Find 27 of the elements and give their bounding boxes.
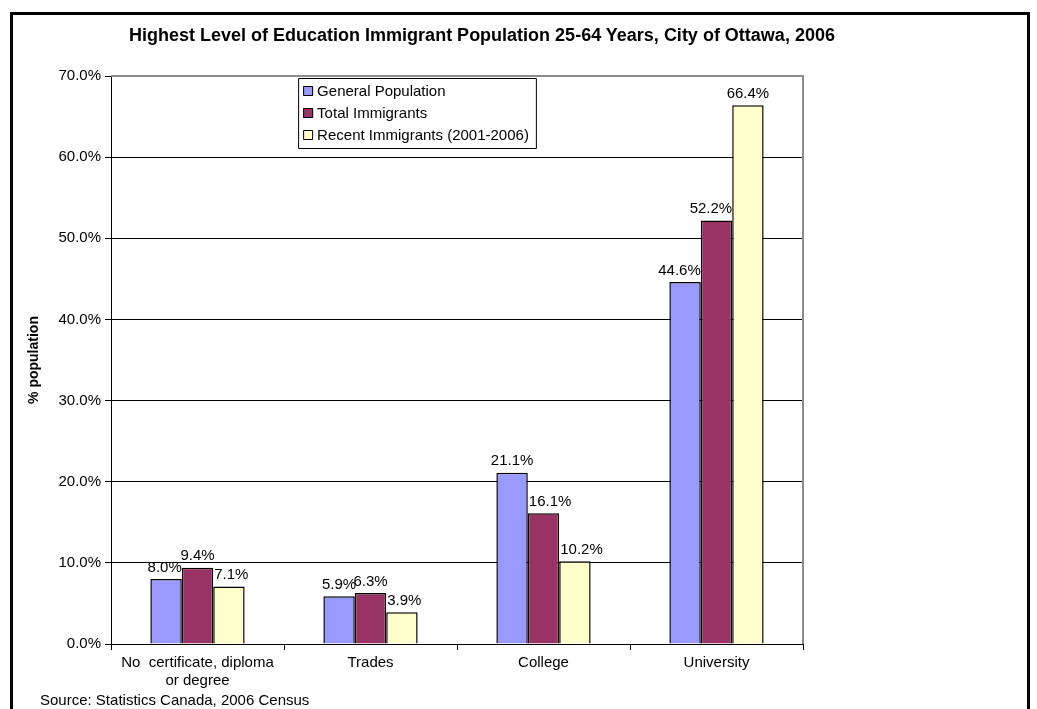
data-label: 7.1%	[214, 565, 249, 583]
data-label: 3.9%	[387, 590, 422, 608]
data-label: 9.4%	[180, 546, 215, 564]
x-tick-label: No certificate, diploma or degree	[121, 653, 275, 689]
x-tick-label: Trades	[347, 653, 394, 671]
y-tick-label: 10.0%	[58, 553, 101, 570]
x-tick-label: College	[518, 653, 569, 671]
y-tick-label: 70.0%	[58, 66, 101, 84]
data-label: 21.1%	[490, 451, 534, 469]
y-tick-label: 0.0%	[66, 634, 101, 652]
data-label: 52.2%	[689, 199, 733, 217]
data-label: 44.6%	[658, 260, 701, 278]
y-axis-title: % population	[25, 316, 42, 404]
y-tick-label: 20.0%	[58, 471, 101, 489]
chart-title: Highest Level of Education Immigrant Population 25-64 Years, City of Ottawa, 2006	[129, 25, 835, 45]
legend-label: General Population	[317, 82, 446, 100]
x-tick-label: University	[683, 653, 750, 671]
legend-label: Total Immigrants	[317, 104, 428, 122]
data-label: 66.4%	[726, 83, 770, 101]
y-tick-label: 30.0%	[58, 390, 101, 408]
y-tick-label: 40.0%	[58, 309, 101, 327]
data-label: 16.1%	[528, 492, 572, 509]
y-tick-label: 60.0%	[58, 147, 101, 165]
legend-label: Recent Immigrants (2001-2006)	[317, 126, 529, 144]
source-note: Source: Statistics Canada, 2006 Census	[40, 691, 310, 708]
y-tick-label: 50.0%	[58, 228, 101, 246]
data-label: 10.2%	[560, 539, 603, 557]
